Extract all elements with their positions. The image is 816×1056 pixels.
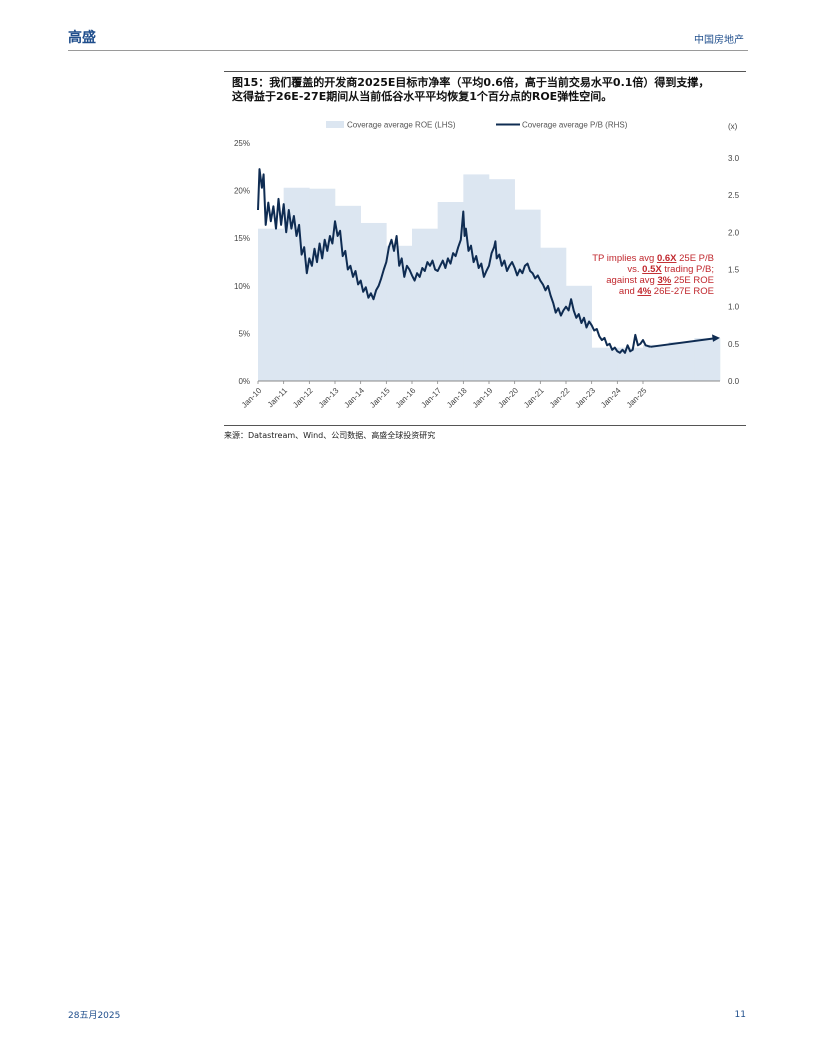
y-right-tick-label: 1.0 (728, 303, 740, 312)
roe-area-layer (258, 174, 721, 381)
chart-container: Coverage average ROE (LHS) Coverage aver… (224, 110, 746, 429)
footer-date: 28五月2025 (68, 1011, 121, 1021)
figure-title-line-2: 这得益于26E-27E期间从当前低谷水平平均恢复1个百分点的ROE弹性空间。 (232, 90, 613, 103)
x-tick-label: Jan-20 (496, 386, 520, 410)
y-right-tick-label: 1.5 (728, 266, 740, 275)
x-tick-label: Jan-19 (471, 386, 495, 410)
annotation-line-2: vs. 0.5X trading P/B; (627, 264, 714, 275)
roe-bar (335, 205, 361, 381)
pb-projection-arrowhead (712, 334, 720, 342)
x-tick-label: Jan-12 (291, 386, 315, 410)
figure-top-divider (224, 71, 746, 72)
roe-bar (258, 228, 284, 381)
y-left-tick-label: 25% (234, 139, 250, 148)
y-left-tick-label: 20% (234, 187, 250, 196)
brand-logo-text: 高盛 (68, 30, 96, 46)
annotation-line-4: and 4% 26E-27E ROE (619, 286, 714, 297)
roe-bar (360, 222, 387, 381)
figure-title: 图15：我们覆盖的开发商2025E目标市净率（平均0.6倍，高于当前交易水平0.… (232, 76, 744, 104)
figure-source: 来源：Datastream、Wind、公司数据、高盛全球投资研究 (224, 431, 436, 440)
y-right-tick-label: 0.0 (728, 377, 740, 386)
pb-projection-line (650, 337, 716, 348)
y-right-tick-label: 0.5 (728, 340, 740, 349)
y-left-tick-label: 10% (234, 282, 250, 291)
roe-bar (694, 338, 721, 381)
y-left-tick-label: 15% (234, 234, 250, 243)
x-tick-label: Jan-16 (394, 386, 418, 410)
annotation-layer: TP implies avg 0.6X 25E P/B vs. 0.5X tra… (592, 253, 714, 297)
legend-pb-label: Coverage average P/B (RHS) (522, 121, 628, 130)
x-tick-label: Jan-24 (599, 386, 623, 410)
figure-title-line-1: 图15：我们覆盖的开发商2025E目标市净率（平均0.6倍，高于当前交易水平0.… (232, 76, 710, 89)
x-tick-label: Jan-22 (548, 386, 572, 410)
x-tick-label: Jan-21 (522, 386, 546, 410)
x-tick-label: Jan-17 (419, 386, 443, 410)
x-tick-label: Jan-10 (240, 386, 264, 410)
x-tick-label: Jan-11 (266, 386, 290, 410)
y-left-tick-label: 5% (238, 329, 250, 338)
header-divider (68, 50, 748, 51)
x-tick-label: Jan-13 (317, 386, 341, 410)
chart-legend: Coverage average ROE (LHS) Coverage aver… (326, 121, 738, 131)
y-left-tick-label: 0% (238, 377, 250, 386)
pb-line-layer (257, 168, 720, 354)
roe-bar (643, 344, 669, 381)
pb-line (257, 168, 651, 354)
section-label: 中国房地产 (694, 35, 744, 46)
rhs-unit-label: (x) (728, 122, 738, 131)
legend-roe-swatch (326, 121, 344, 128)
roe-bar (617, 347, 644, 381)
x-tick-label: Jan-15 (368, 386, 392, 410)
figure-bottom-divider (224, 425, 746, 426)
x-tick-label: Jan-23 (573, 386, 597, 410)
roe-bar (463, 174, 490, 381)
y-right-tick-label: 3.0 (728, 154, 740, 163)
roe-bar (437, 202, 464, 381)
y-right-tick-label: 2.0 (728, 228, 740, 237)
x-tick-label: Jan-25 (625, 386, 649, 410)
roe-bar (412, 228, 438, 381)
legend-roe-label: Coverage average ROE (LHS) (347, 121, 456, 130)
y-right-tick-label: 2.5 (728, 191, 740, 200)
annotation-line-3: against avg 3% 25E ROE (606, 275, 714, 286)
roe-bar (489, 179, 515, 381)
roe-bar (668, 341, 695, 381)
roe-bar (591, 347, 618, 381)
annotation-line-1: TP implies avg 0.6X 25E P/B (592, 253, 714, 264)
x-tick-label: Jan-14 (342, 386, 366, 410)
roe-bar (309, 188, 336, 381)
x-tick-label: Jan-18 (445, 386, 469, 410)
pb-roe-chart: Coverage average ROE (LHS) Coverage aver… (234, 121, 740, 410)
roe-bar (514, 209, 541, 381)
page-number: 11 (734, 1010, 746, 1020)
